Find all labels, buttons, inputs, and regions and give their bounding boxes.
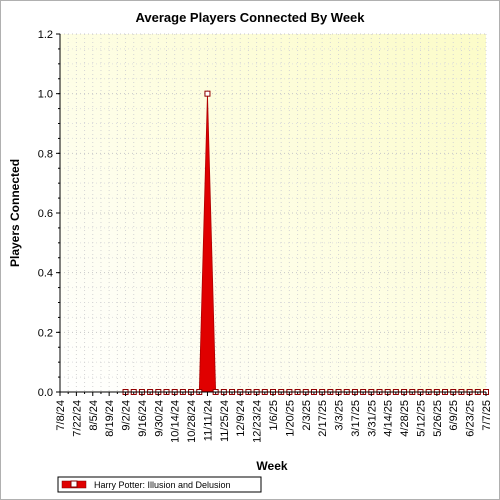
x-tick-label: 5/26/25 bbox=[432, 400, 444, 437]
y-tick-label: 0.2 bbox=[38, 327, 53, 339]
data-point bbox=[204, 90, 211, 97]
y-tick-label: 0.4 bbox=[38, 268, 53, 280]
x-tick-label: 12/23/24 bbox=[252, 400, 264, 443]
x-tick-label: 1/20/25 bbox=[284, 400, 296, 437]
x-tick-label: 8/5/24 bbox=[88, 400, 100, 431]
y-tick-label: 0.8 bbox=[38, 148, 53, 160]
axes bbox=[56, 33, 487, 396]
x-tick-label: 4/14/25 bbox=[383, 400, 395, 437]
x-tick-label: 5/12/25 bbox=[415, 400, 427, 437]
legend-marker-icon bbox=[70, 480, 78, 488]
x-tick-label: 9/16/24 bbox=[137, 400, 149, 437]
x-tick-label: 3/31/25 bbox=[366, 400, 378, 437]
x-tick-label: 7/22/24 bbox=[71, 400, 83, 437]
x-tick-label: 9/2/24 bbox=[121, 400, 133, 431]
x-tick-labels: 7/8/24 7/22/24 8/5/24 8/19/24 9/2/24 9/16/24 9… bbox=[55, 400, 493, 443]
x-tick-label: 7/7/25 bbox=[481, 400, 493, 431]
y-axis-label: Players Connected bbox=[8, 159, 22, 267]
x-tick-label: 1/6/25 bbox=[268, 400, 280, 431]
x-tick-label: 7/8/24 bbox=[55, 400, 67, 431]
x-tick-label: 8/19/24 bbox=[104, 400, 116, 437]
x-tick-label: 11/11/24 bbox=[202, 400, 214, 441]
x-axis-label: Week bbox=[256, 459, 287, 473]
x-tick-label: 10/28/24 bbox=[186, 400, 198, 443]
x-tick-label: 12/9/24 bbox=[235, 400, 247, 437]
x-tick-label: 9/30/24 bbox=[153, 400, 165, 437]
x-tick-label: 6/23/25 bbox=[465, 400, 477, 437]
x-tick-label: 10/14/24 bbox=[170, 400, 182, 443]
legend-label: Harry Potter: Illusion and Delusion bbox=[94, 480, 231, 490]
x-tick-label: 2/17/25 bbox=[317, 400, 329, 437]
x-tick-label: 4/28/25 bbox=[399, 400, 411, 437]
y-tick-labels: 0.0 0.2 0.4 0.6 0.8 1.0 1.2 bbox=[38, 29, 53, 399]
x-tick-label: 6/9/25 bbox=[448, 400, 460, 431]
y-tick-label: 1.0 bbox=[38, 89, 53, 101]
legend: Harry Potter: Illusion and Delusion bbox=[57, 476, 262, 493]
x-tick-label: 11/25/24 bbox=[219, 400, 231, 442]
chart-title: Average Players Connected By Week bbox=[135, 10, 365, 25]
x-tick-label: 3/3/25 bbox=[334, 400, 346, 431]
x-tick-label: 3/17/25 bbox=[350, 400, 362, 437]
legend-box bbox=[57, 476, 262, 493]
x-tick-label: 2/3/25 bbox=[301, 400, 313, 431]
y-tick-label: 0.0 bbox=[38, 387, 53, 399]
grid-lines bbox=[59, 33, 487, 393]
y-tick-label: 1.2 bbox=[38, 29, 53, 41]
y-tick-label: 0.6 bbox=[38, 208, 53, 220]
